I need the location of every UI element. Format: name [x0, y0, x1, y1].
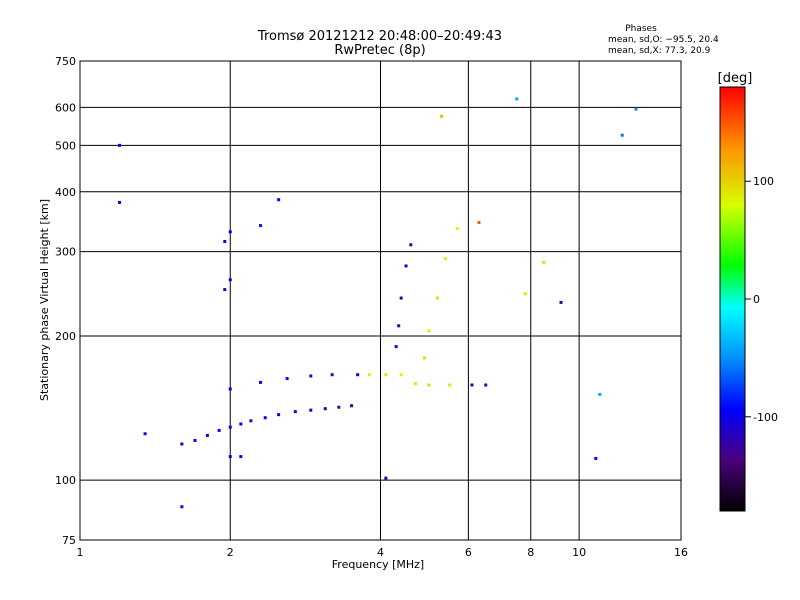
y-tick-label: 400: [55, 186, 76, 199]
data-point: [228, 387, 232, 391]
data-point: [515, 97, 519, 101]
x-tick-label: 6: [465, 546, 472, 559]
data-point: [367, 373, 371, 377]
data-point: [118, 200, 122, 204]
legend-line-o: mean, sd,O: −95.5, 20.4: [608, 35, 719, 45]
data-point: [285, 377, 289, 381]
data-point: [559, 300, 563, 304]
data-point: [477, 221, 481, 225]
colorbar-tick-label: 100: [753, 175, 774, 188]
y-tick-label: 300: [55, 246, 76, 259]
data-point: [397, 324, 401, 328]
data-point: [448, 383, 452, 387]
data-point: [422, 356, 426, 360]
y-axis-ticks: 75 100 200 300 400 500 600 750: [55, 55, 76, 547]
data-point: [180, 505, 184, 509]
y-tick-label: 600: [55, 101, 76, 114]
data-point: [598, 392, 602, 396]
data-points: [118, 97, 638, 509]
data-point: [444, 257, 448, 261]
y-axis-label: Stationary phase Virtual Height [km]: [38, 199, 51, 401]
data-point: [484, 383, 488, 387]
data-point: [620, 133, 624, 137]
x-tick-label: 4: [377, 546, 384, 559]
x-tick-label: 16: [674, 546, 688, 559]
data-point: [205, 433, 209, 437]
colorbar-tick-label: -100: [753, 411, 778, 424]
grid-lines: [80, 61, 681, 540]
data-point: [350, 404, 354, 408]
data-point: [239, 422, 243, 426]
data-point: [337, 405, 341, 409]
data-point: [309, 374, 313, 378]
legend-title: Phases: [625, 24, 657, 34]
x-tick-label: 1: [77, 546, 84, 559]
data-point: [228, 425, 232, 429]
data-point: [594, 456, 598, 460]
data-point: [249, 419, 253, 423]
colorbar-tick-label: 0: [753, 293, 760, 306]
y-tick-label: 75: [62, 534, 76, 547]
data-point: [409, 243, 413, 247]
data-point: [217, 428, 221, 432]
data-point: [309, 408, 313, 412]
data-point: [223, 239, 227, 243]
data-point: [542, 260, 546, 264]
y-tick-label: 500: [55, 139, 76, 152]
data-point: [143, 432, 147, 436]
legend-line-x: mean, sd,X: 77.3, 20.9: [608, 46, 711, 56]
data-point: [180, 442, 184, 446]
data-point: [523, 292, 527, 296]
data-point: [118, 143, 122, 147]
data-point: [259, 224, 263, 228]
data-point: [435, 296, 439, 300]
x-axis-label: Frequency [MHz]: [332, 558, 424, 571]
x-tick-label: 8: [527, 546, 534, 559]
data-point: [470, 383, 474, 387]
data-point: [277, 413, 281, 417]
data-point: [427, 329, 431, 333]
data-point: [634, 107, 638, 111]
data-point: [399, 296, 403, 300]
data-point: [440, 114, 444, 118]
chart-title: Tromsø 20121212 20:48:00–20:49:43: [257, 29, 502, 44]
data-point: [399, 373, 403, 377]
data-point: [330, 373, 334, 377]
data-point: [384, 476, 388, 480]
data-point: [293, 410, 297, 414]
data-point: [384, 373, 388, 377]
x-axis-ticks: 1 2 4 6 8 10 16: [77, 546, 689, 559]
data-point: [259, 380, 263, 384]
data-point: [228, 230, 232, 234]
data-point: [228, 455, 232, 459]
data-point: [228, 278, 232, 282]
data-point: [263, 416, 267, 420]
data-point: [356, 373, 360, 377]
y-tick-label: 200: [55, 330, 76, 343]
data-point: [404, 264, 408, 268]
data-point: [394, 345, 398, 349]
chart-subtitle: RwPretec (8p): [334, 43, 425, 58]
x-tick-label: 10: [572, 546, 586, 559]
data-point: [427, 383, 431, 387]
colorbar-ticks: 100 0 -100: [745, 175, 778, 424]
data-point: [323, 407, 327, 411]
data-point: [277, 198, 281, 202]
data-point: [193, 439, 197, 443]
colorbar-label: [deg]: [718, 71, 753, 86]
colorbar: [719, 86, 746, 512]
data-point: [413, 382, 417, 386]
y-tick-label: 100: [55, 474, 76, 487]
data-point: [239, 455, 243, 459]
y-tick-label: 750: [55, 55, 76, 68]
x-tick-label: 2: [227, 546, 234, 559]
data-point: [455, 227, 459, 231]
data-point: [223, 288, 227, 292]
